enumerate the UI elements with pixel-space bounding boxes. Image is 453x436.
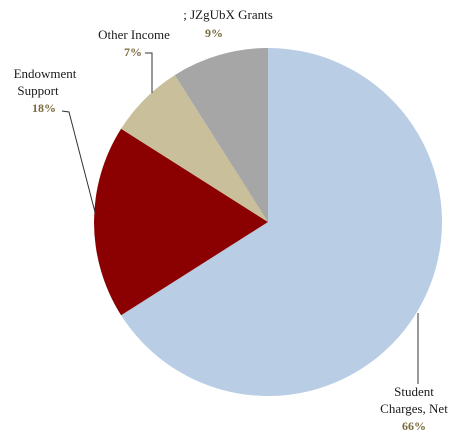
slice-labels: Student Charges, Net 66% Endowment Suppo… <box>14 7 449 433</box>
leader-lines <box>61 52 419 384</box>
label-grants-line1: ; JZgUbX Grants <box>183 7 273 22</box>
slice-endowment-support <box>94 128 269 316</box>
leader-line-other-income <box>145 52 153 93</box>
slice-grants <box>174 48 268 222</box>
pie-slices <box>94 47 443 396</box>
label-student-charges-line2: Charges, Net <box>380 401 448 416</box>
label-other-income-pct: 7% <box>124 45 142 59</box>
label-student-charges-line1: Student <box>394 384 434 399</box>
slice-other-income <box>121 75 268 222</box>
label-endowment-pct: 18% <box>32 101 56 115</box>
leader-line-endowment <box>61 110 97 217</box>
slice-student-charges <box>121 47 443 396</box>
label-other-income-line1: Other Income <box>98 27 170 42</box>
label-endowment-line2: Support <box>17 83 59 98</box>
label-endowment-line1: Endowment <box>14 66 77 81</box>
label-grants-pct: 9% <box>205 26 223 40</box>
label-student-charges-pct: 66% <box>402 419 426 433</box>
